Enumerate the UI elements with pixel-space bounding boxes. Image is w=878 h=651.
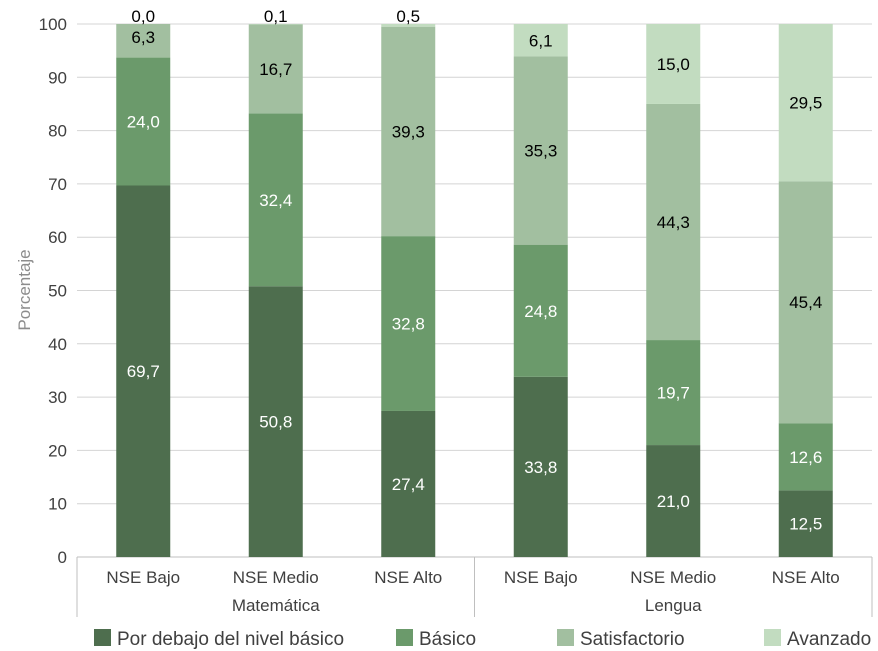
- data-label: 35,3: [524, 142, 557, 161]
- legend-label: Avanzado: [787, 629, 871, 650]
- data-label: 32,4: [259, 191, 292, 210]
- data-label: 50,8: [259, 413, 292, 432]
- legend-label: Básico: [419, 629, 476, 650]
- bar-segment: [381, 24, 436, 27]
- y-tick-label: 20: [48, 441, 67, 460]
- data-label: 0,0: [131, 7, 155, 26]
- bar-segment: [646, 24, 701, 104]
- bar-segment: [513, 56, 568, 245]
- data-label: 12,6: [789, 448, 822, 467]
- y-tick-label: 100: [39, 15, 67, 34]
- bar-segment: [778, 181, 833, 424]
- data-label: 19,7: [657, 384, 690, 403]
- data-label: 0,1: [264, 7, 288, 26]
- data-label: 33,8: [524, 458, 557, 477]
- legend-swatch: [557, 629, 574, 646]
- y-tick-label: 40: [48, 335, 67, 354]
- bar-segment: [381, 410, 436, 557]
- legend-swatch: [94, 629, 111, 646]
- x-tick-label: NSE Bajo: [106, 568, 180, 587]
- data-label: 12,5: [789, 515, 822, 534]
- x-tick-label: NSE Bajo: [504, 568, 578, 587]
- data-label: 24,8: [524, 302, 557, 321]
- bar-segment: [116, 24, 171, 58]
- legend: Por debajo del nivel básico Básico Satisfa…: [94, 629, 871, 650]
- bar-segment: [116, 185, 171, 557]
- legend-swatch: [396, 629, 413, 646]
- y-tick-label: 10: [48, 495, 67, 514]
- x-group-label: Lengua: [645, 596, 702, 615]
- axes: 0 10 20 30 40 50 60 70 80 90 100: [39, 15, 872, 567]
- legend-label: Satisfactorio: [580, 629, 685, 650]
- data-label: 24,0: [127, 113, 160, 132]
- bar-segment: [778, 423, 833, 491]
- x-tick-label: NSE Medio: [233, 568, 319, 587]
- y-axis-title: Porcentaje: [15, 249, 34, 330]
- bar-segment: [248, 113, 303, 287]
- y-tick-label: 80: [48, 122, 67, 141]
- data-label: 27,4: [392, 475, 425, 494]
- y-tick-label: 60: [48, 228, 67, 247]
- bar-segment: [646, 340, 701, 446]
- bars: [116, 24, 833, 557]
- y-tick-label: 70: [48, 175, 67, 194]
- data-label: 32,8: [392, 315, 425, 334]
- data-label: 44,3: [657, 213, 690, 232]
- bar-segment: [513, 244, 568, 377]
- bar-segment: [248, 24, 303, 25]
- x-axis: NSE Bajo NSE Medio NSE Alto NSE Bajo NSE Med…: [76, 557, 873, 617]
- data-label: 39,3: [392, 122, 425, 141]
- data-label: 0,5: [396, 7, 420, 26]
- bar-segment: [513, 24, 568, 57]
- y-tick-label: 50: [48, 282, 67, 301]
- data-label: 16,7: [259, 60, 292, 79]
- bar-segment: [646, 445, 701, 557]
- legend-swatch: [764, 629, 781, 646]
- y-tick-label: 0: [58, 548, 67, 567]
- data-label: 69,7: [127, 362, 160, 381]
- bar-segment: [778, 490, 833, 557]
- bar-segment: [513, 376, 568, 557]
- x-group-label: Matemática: [232, 596, 320, 615]
- data-label: 6,1: [529, 31, 553, 50]
- data-label: 45,4: [789, 293, 822, 312]
- data-label: 15,0: [657, 55, 690, 74]
- data-label: 21,0: [657, 492, 690, 511]
- data-label: 29,5: [789, 94, 822, 113]
- data-labels: 69,7 24,0 6,3 0,0 50,8 32,4 16,7 0,1 27,4 32,8 39,…: [127, 7, 823, 534]
- bar-segment: [646, 103, 701, 341]
- bar-segment: [248, 24, 303, 114]
- x-tick-label: NSE Alto: [374, 568, 442, 587]
- bar-segment: [248, 286, 303, 557]
- gridlines: [77, 23, 872, 505]
- bar-segment: [381, 26, 436, 237]
- bar-segment: [778, 24, 833, 182]
- bar-segment: [116, 57, 171, 186]
- bar-segment: [381, 236, 436, 411]
- y-tick-label: 90: [48, 68, 67, 87]
- y-tick-label: 30: [48, 388, 67, 407]
- x-tick-label: NSE Medio: [630, 568, 716, 587]
- x-tick-label: NSE Alto: [772, 568, 840, 587]
- data-label: 6,3: [131, 28, 155, 47]
- legend-label: Por debajo del nivel básico: [117, 629, 344, 650]
